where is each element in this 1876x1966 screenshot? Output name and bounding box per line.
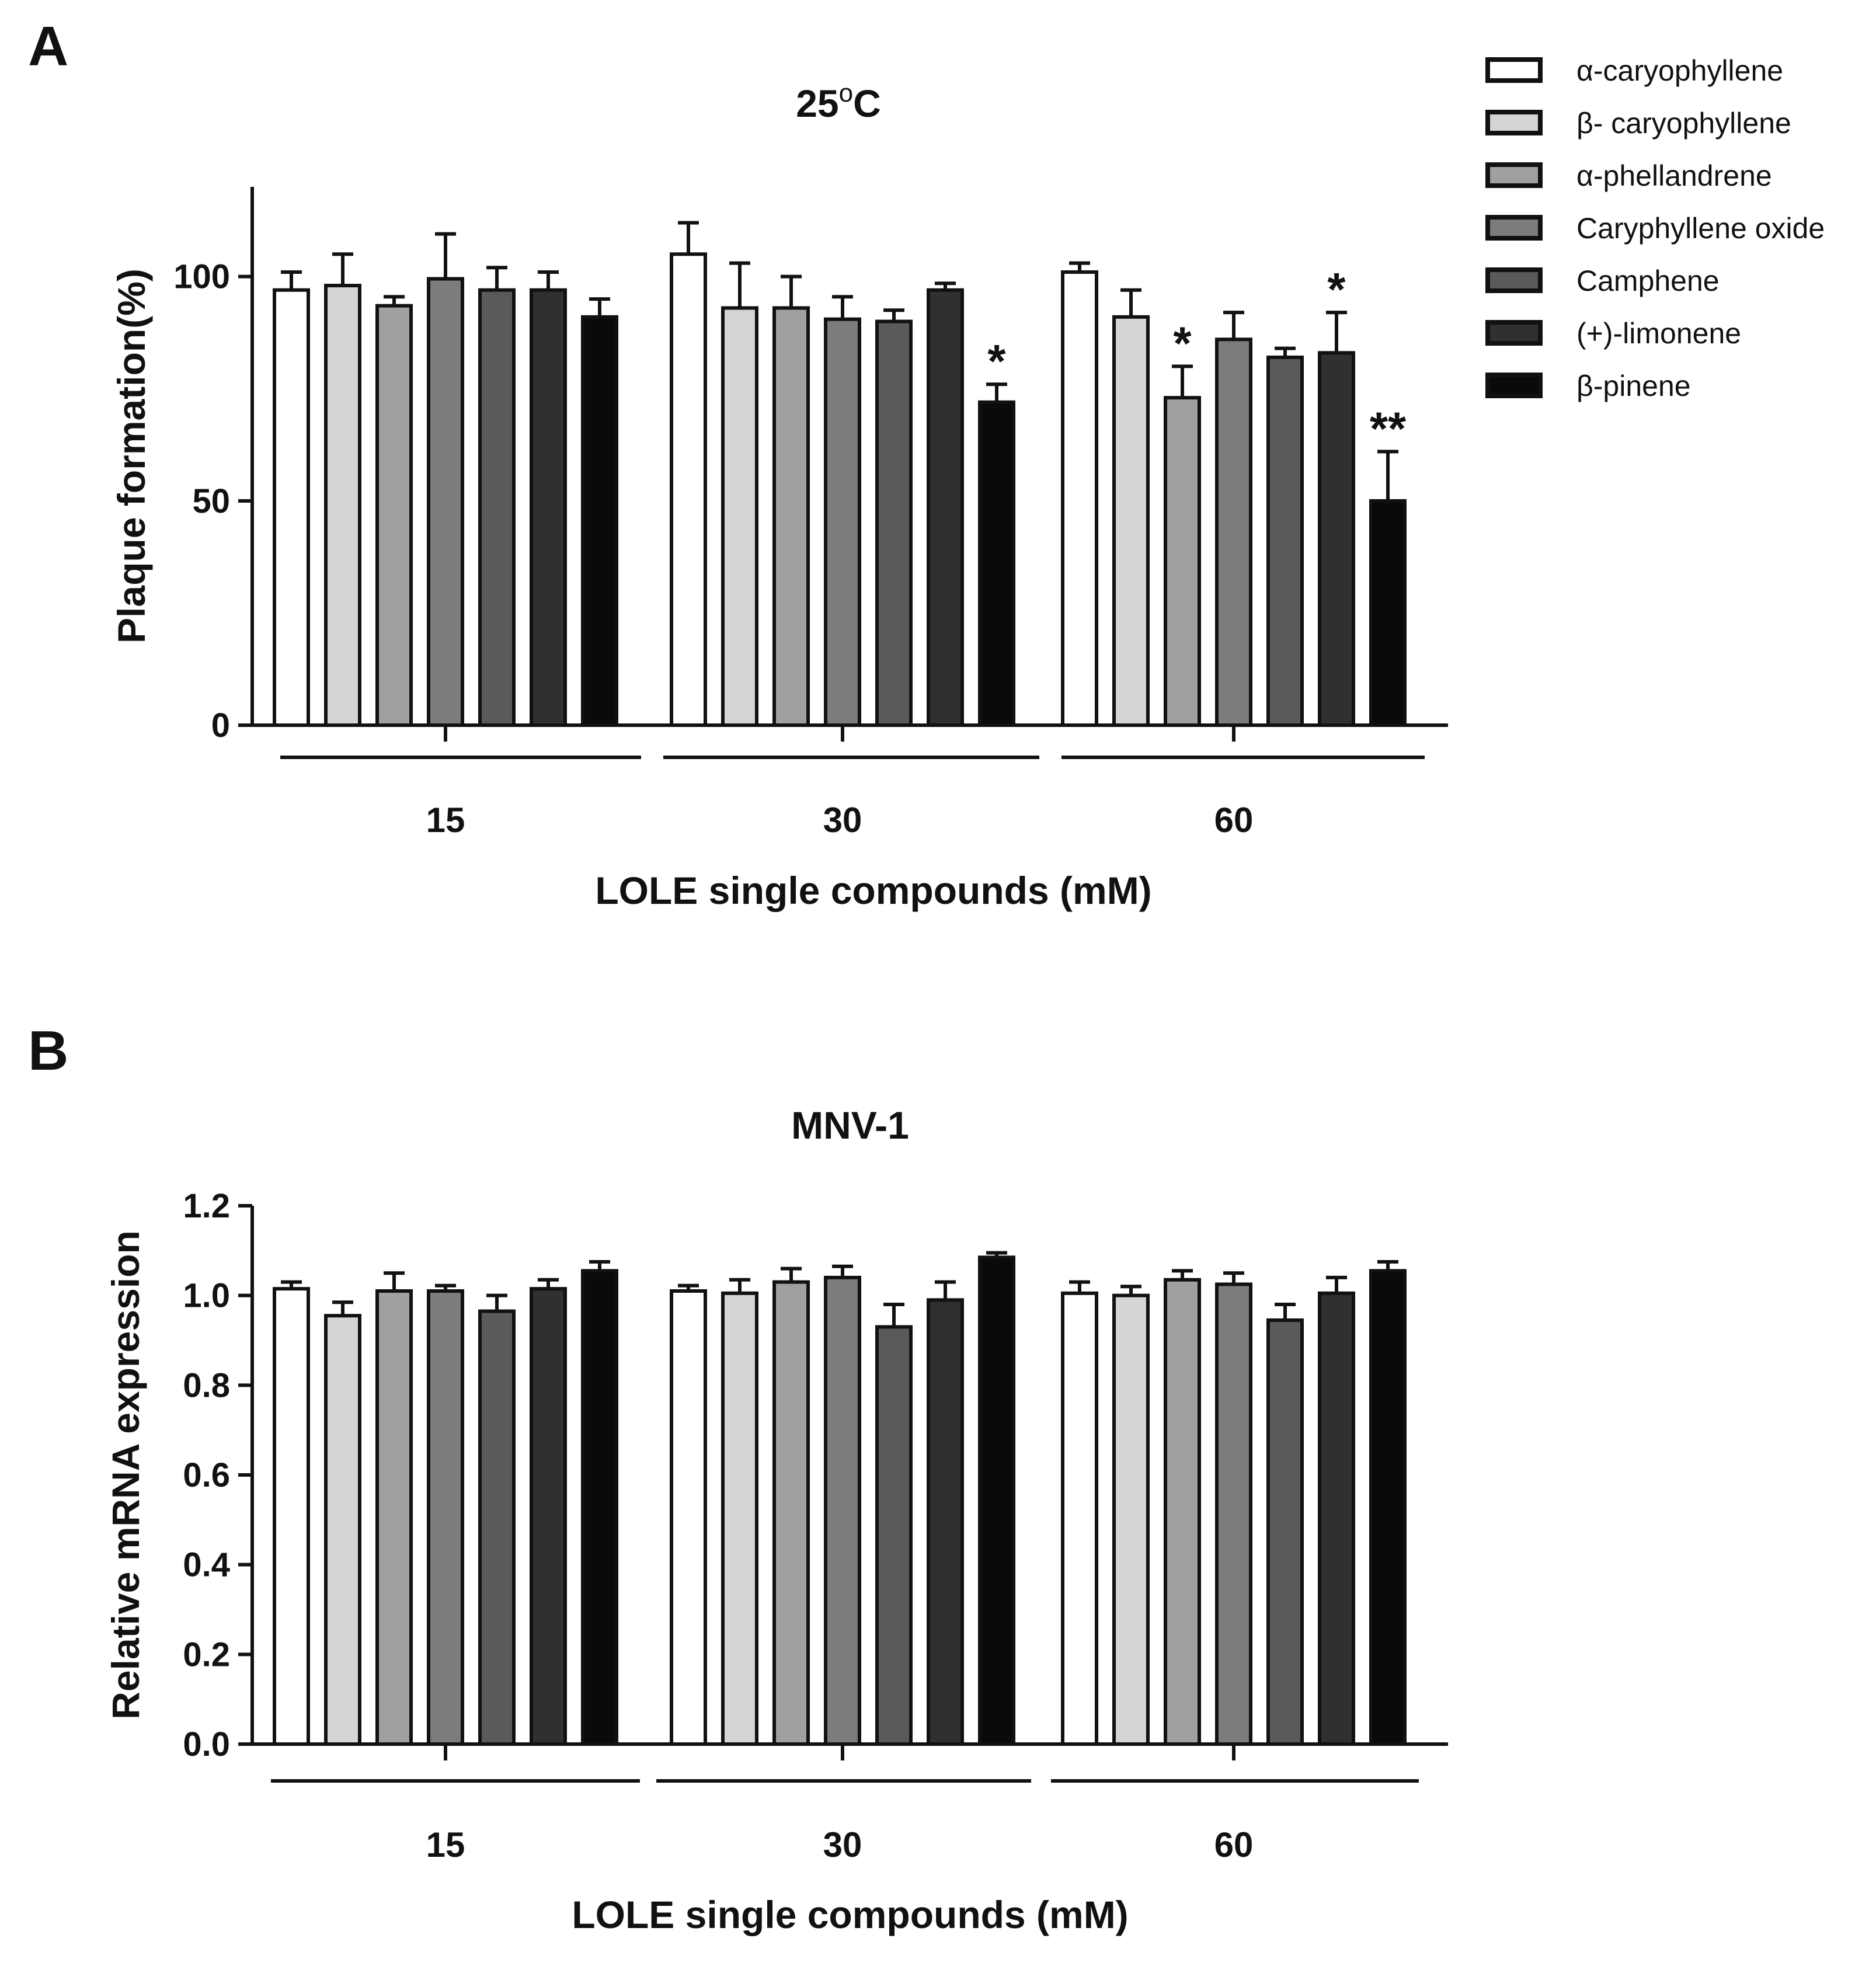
x-tick-label: 30 — [823, 801, 862, 840]
legend-label: α-caryophyllene — [1576, 54, 1783, 87]
panel-b-chart: B MNV-1 0.0 0.2 0.4 0.6 0.8 1.0 1.2 Relative mRNA… — [28, 1019, 1448, 1936]
bar — [721, 1291, 758, 1746]
legend-label: β-pinene — [1576, 370, 1691, 402]
chart-title-main: 25 — [796, 82, 838, 125]
bar — [581, 1269, 618, 1746]
bar — [530, 288, 567, 727]
bar — [324, 1314, 361, 1746]
legend-label: (+)-limonene — [1576, 317, 1741, 350]
bar — [530, 1287, 567, 1746]
bar — [772, 1280, 810, 1746]
legend-label: β- caryophyllene — [1576, 107, 1791, 140]
chart-title: MNV-1 — [791, 1104, 909, 1147]
y-tick-label: 0.6 — [183, 1456, 230, 1494]
y-tick-label: 0.0 — [183, 1725, 230, 1763]
bar — [927, 288, 964, 727]
panel-letter: B — [28, 1019, 68, 1082]
y-tick-label: 50 — [192, 482, 230, 520]
y-axis-label: Plaque formation(%) — [110, 269, 153, 643]
y-tick-label: 0.4 — [183, 1546, 230, 1584]
bar — [427, 1289, 464, 1746]
bar — [670, 1289, 707, 1746]
bar — [581, 315, 618, 727]
x-tick-label: 15 — [426, 801, 465, 840]
bar — [1215, 337, 1252, 727]
bar — [927, 1298, 964, 1746]
bar — [273, 288, 310, 727]
legend-label: Camphene — [1576, 265, 1720, 297]
significance-marker: * — [1327, 263, 1346, 315]
legend-label: Caryphyllene oxide — [1576, 212, 1825, 245]
y-axis-label: Relative mRNA expression — [104, 1230, 147, 1720]
chart-title-end: C — [853, 82, 881, 125]
x-axis-label: LOLE single compounds (mM) — [572, 1893, 1128, 1936]
bar — [1318, 1291, 1355, 1746]
significance-marker: * — [987, 335, 1006, 387]
bar — [875, 319, 913, 727]
x-tick-label: 60 — [1214, 801, 1254, 840]
y-tick-label: 0.8 — [183, 1366, 230, 1404]
bar — [978, 400, 1015, 727]
bar — [721, 306, 758, 727]
legend-swatch — [1485, 215, 1543, 241]
bar — [1266, 355, 1304, 727]
bar — [1112, 315, 1150, 727]
legend-label: α-phellandrene — [1576, 159, 1772, 192]
bar — [1061, 1291, 1098, 1746]
chart-title-sup: o — [839, 79, 853, 107]
x-tick-label: 60 — [1214, 1825, 1254, 1864]
bar — [1164, 1278, 1201, 1746]
legend-swatch — [1485, 162, 1543, 188]
legend-swatch — [1485, 373, 1543, 398]
bar — [1112, 1293, 1150, 1746]
bar — [375, 304, 413, 727]
bar — [478, 1309, 516, 1746]
bar — [978, 1255, 1015, 1746]
y-tick-label: 1.2 — [183, 1187, 230, 1225]
bar — [1318, 351, 1355, 727]
bar — [772, 306, 810, 727]
legend-swatch — [1485, 320, 1543, 346]
bar — [1369, 499, 1407, 727]
bar — [375, 1289, 413, 1746]
x-axis-label: LOLE single compounds (mM) — [595, 869, 1151, 912]
y-tick-label: 0.2 — [183, 1636, 230, 1673]
y-tick-label: 1.0 — [183, 1277, 230, 1315]
panel-letter: A — [28, 15, 68, 78]
bar — [478, 288, 516, 727]
legend-swatch — [1485, 57, 1543, 83]
bar — [824, 1275, 861, 1746]
significance-marker: * — [1173, 317, 1192, 369]
bar — [1215, 1282, 1252, 1746]
bar — [1266, 1318, 1304, 1746]
bar — [670, 252, 707, 727]
x-tick-label: 15 — [426, 1825, 465, 1864]
chart-title: 25oC — [796, 79, 881, 125]
bar — [1369, 1269, 1407, 1746]
y-tick-label: 0 — [211, 707, 230, 744]
bar — [875, 1325, 913, 1746]
bar — [1164, 396, 1201, 727]
legend-swatch — [1485, 110, 1543, 135]
bar — [427, 277, 464, 727]
y-tick-label: 100 — [173, 258, 230, 296]
significance-marker: ** — [1370, 402, 1407, 454]
bar — [1061, 270, 1098, 727]
legend: α-caryophyllene β- caryophyllene α-phellan… — [1485, 54, 1825, 402]
bar — [824, 317, 861, 727]
bar — [273, 1287, 310, 1746]
bar — [324, 284, 361, 727]
x-tick-label: 30 — [823, 1825, 862, 1864]
legend-swatch — [1485, 267, 1543, 293]
